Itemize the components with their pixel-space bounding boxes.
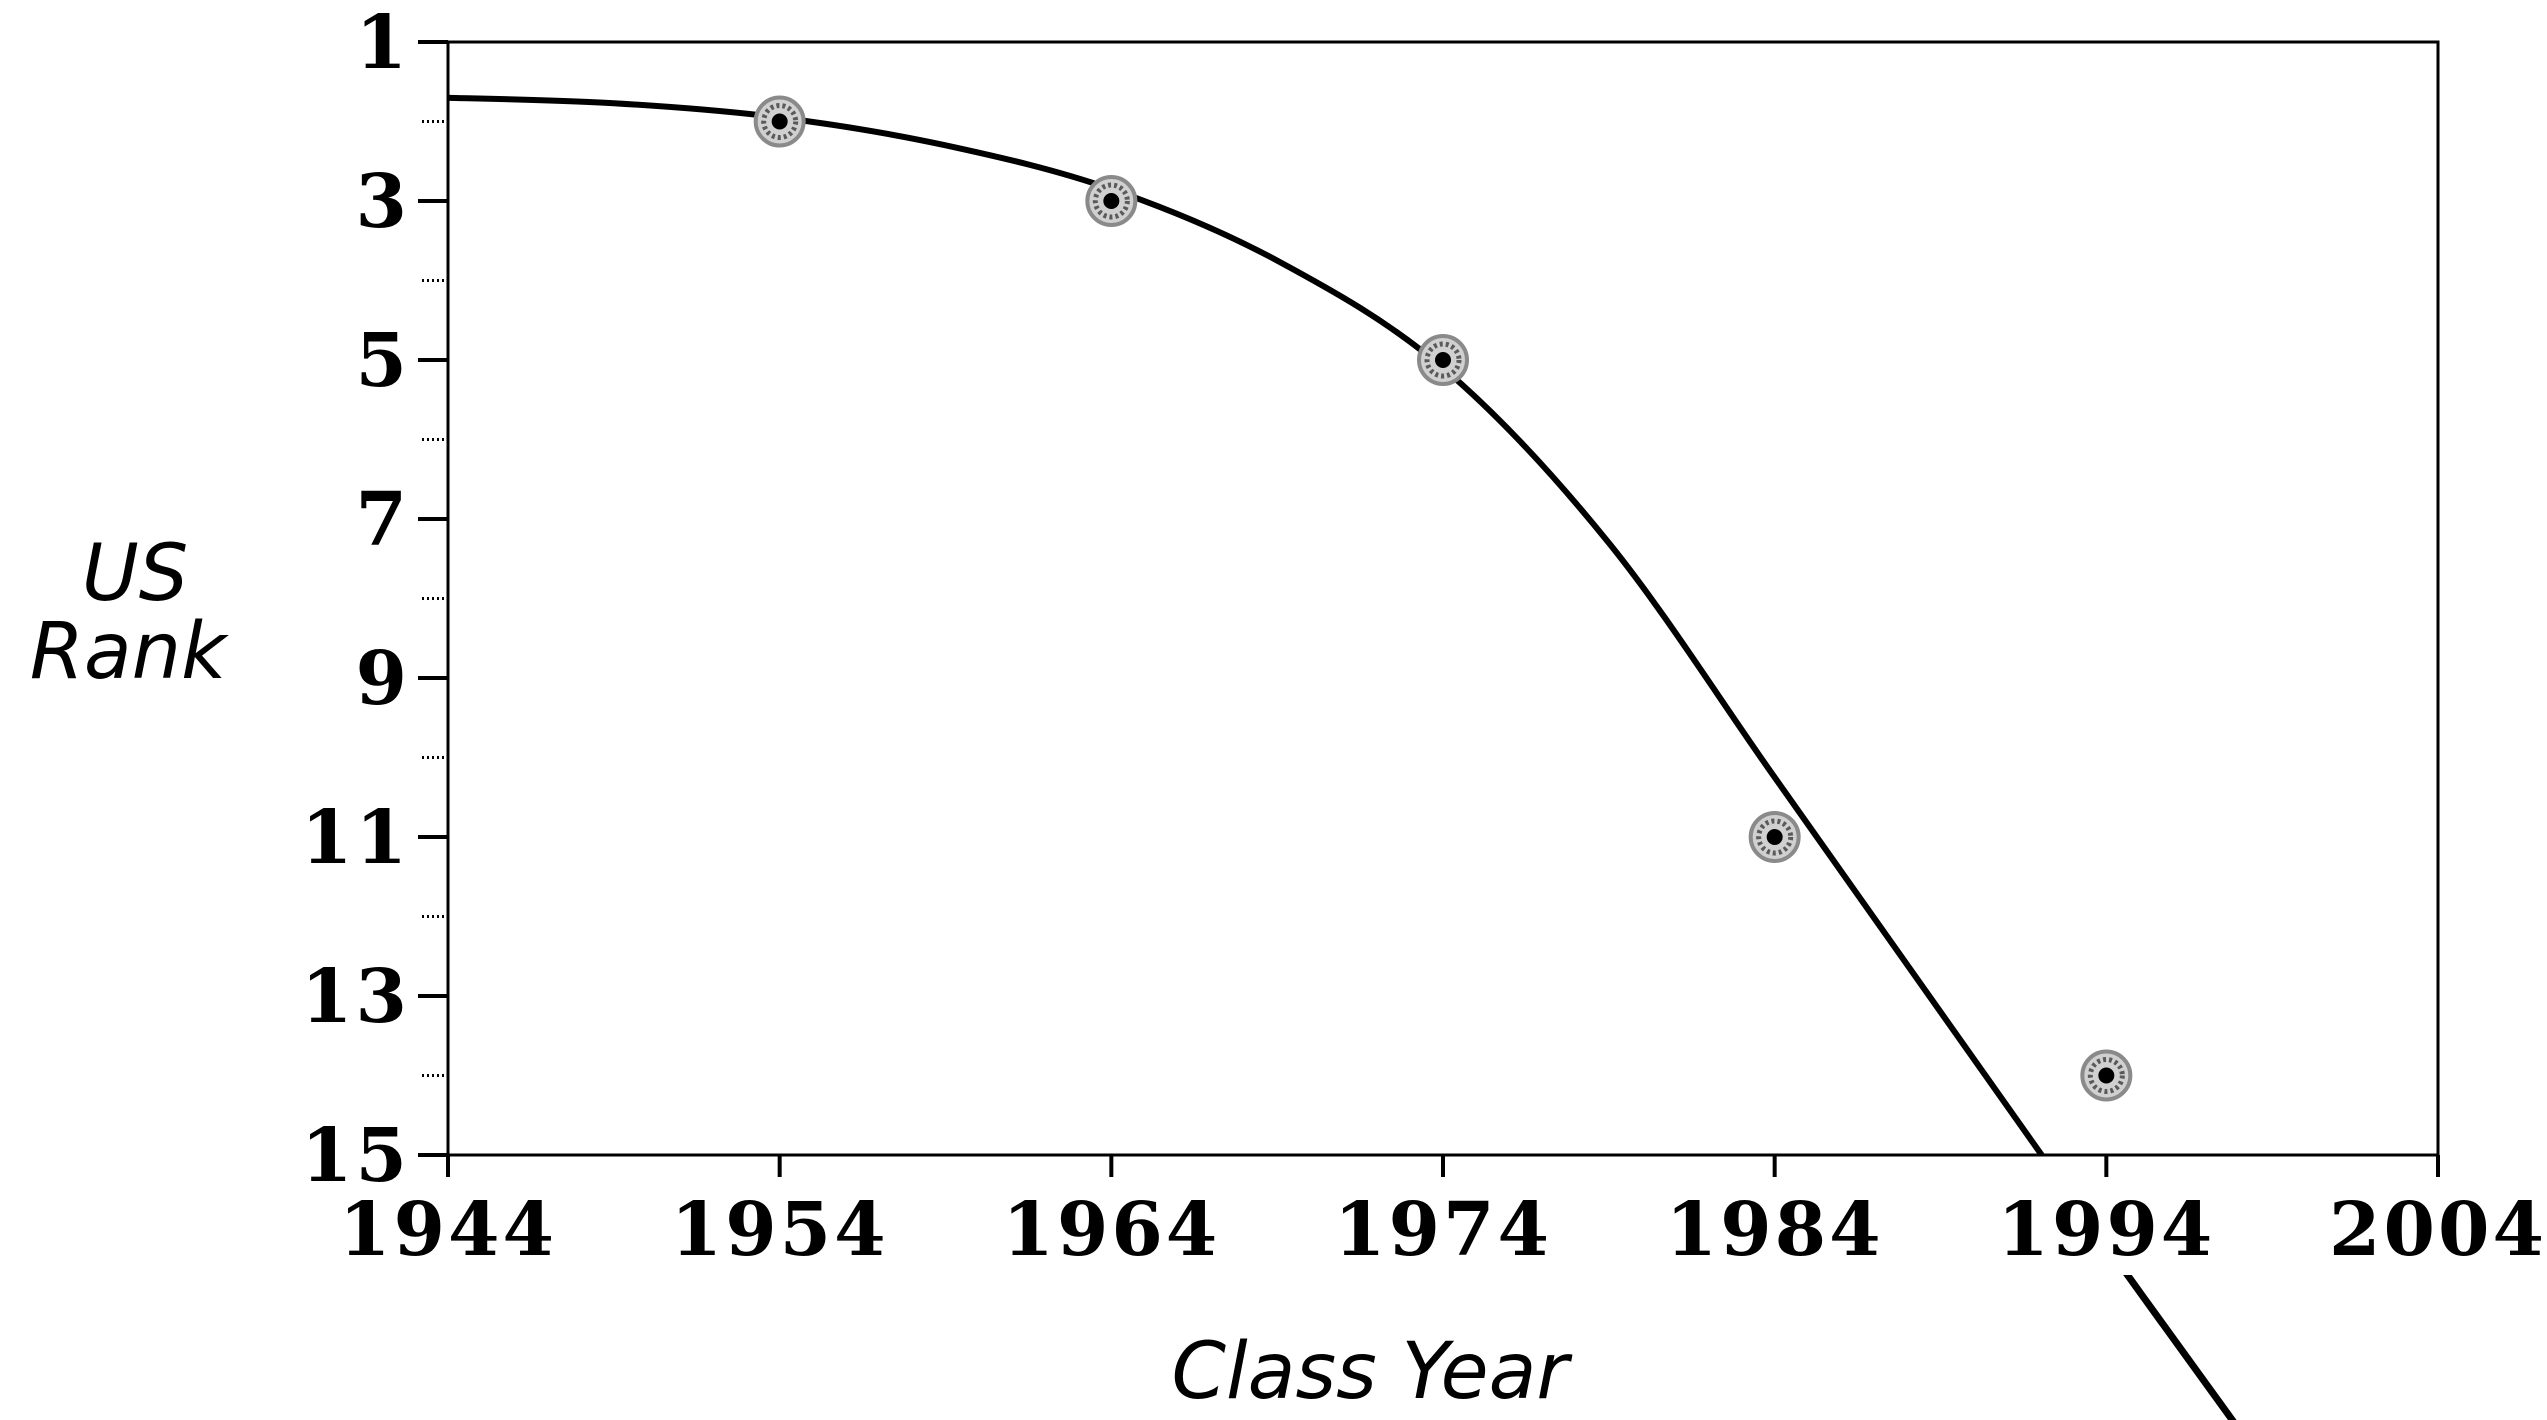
plot-area-frame	[446, 40, 2440, 1157]
data-point	[1417, 334, 1469, 386]
x-tick-label: 1984	[1666, 1187, 1884, 1273]
x-axis-title: Class Year	[1172, 1327, 1574, 1417]
data-point	[753, 95, 806, 148]
data-points-layer	[753, 95, 2133, 1102]
y-tick-label: 9	[356, 636, 411, 722]
data-point	[2080, 1049, 2133, 1102]
y-axis-title-line-1: US	[82, 529, 189, 619]
x-tick-label: 1964	[1002, 1187, 1220, 1273]
y-tick-label: 15	[301, 1113, 410, 1199]
y-tick-label: 3	[356, 159, 411, 245]
data-point	[1085, 175, 1138, 227]
y-tick-label: 7	[356, 477, 411, 563]
y-tick-label: 5	[356, 318, 411, 404]
x-tick-label: 1954	[671, 1187, 889, 1273]
x-tick-label: 1994	[1997, 1187, 2215, 1273]
x-tick-label: 1974	[1334, 1187, 1552, 1273]
data-point	[1748, 811, 1801, 863]
y-tick-label: 1	[356, 0, 411, 86]
y-tick-label: 11	[301, 795, 410, 881]
x-axis-ticks: 1944 1954 1964 1974 1984 1994 2004	[339, 1155, 2547, 1273]
y-axis-title-line-2: Rank	[30, 607, 229, 697]
y-tick-label: 13	[301, 954, 410, 1040]
x-tick-label: 2004	[2329, 1187, 2547, 1273]
x-tick-label: 1944	[339, 1187, 557, 1273]
